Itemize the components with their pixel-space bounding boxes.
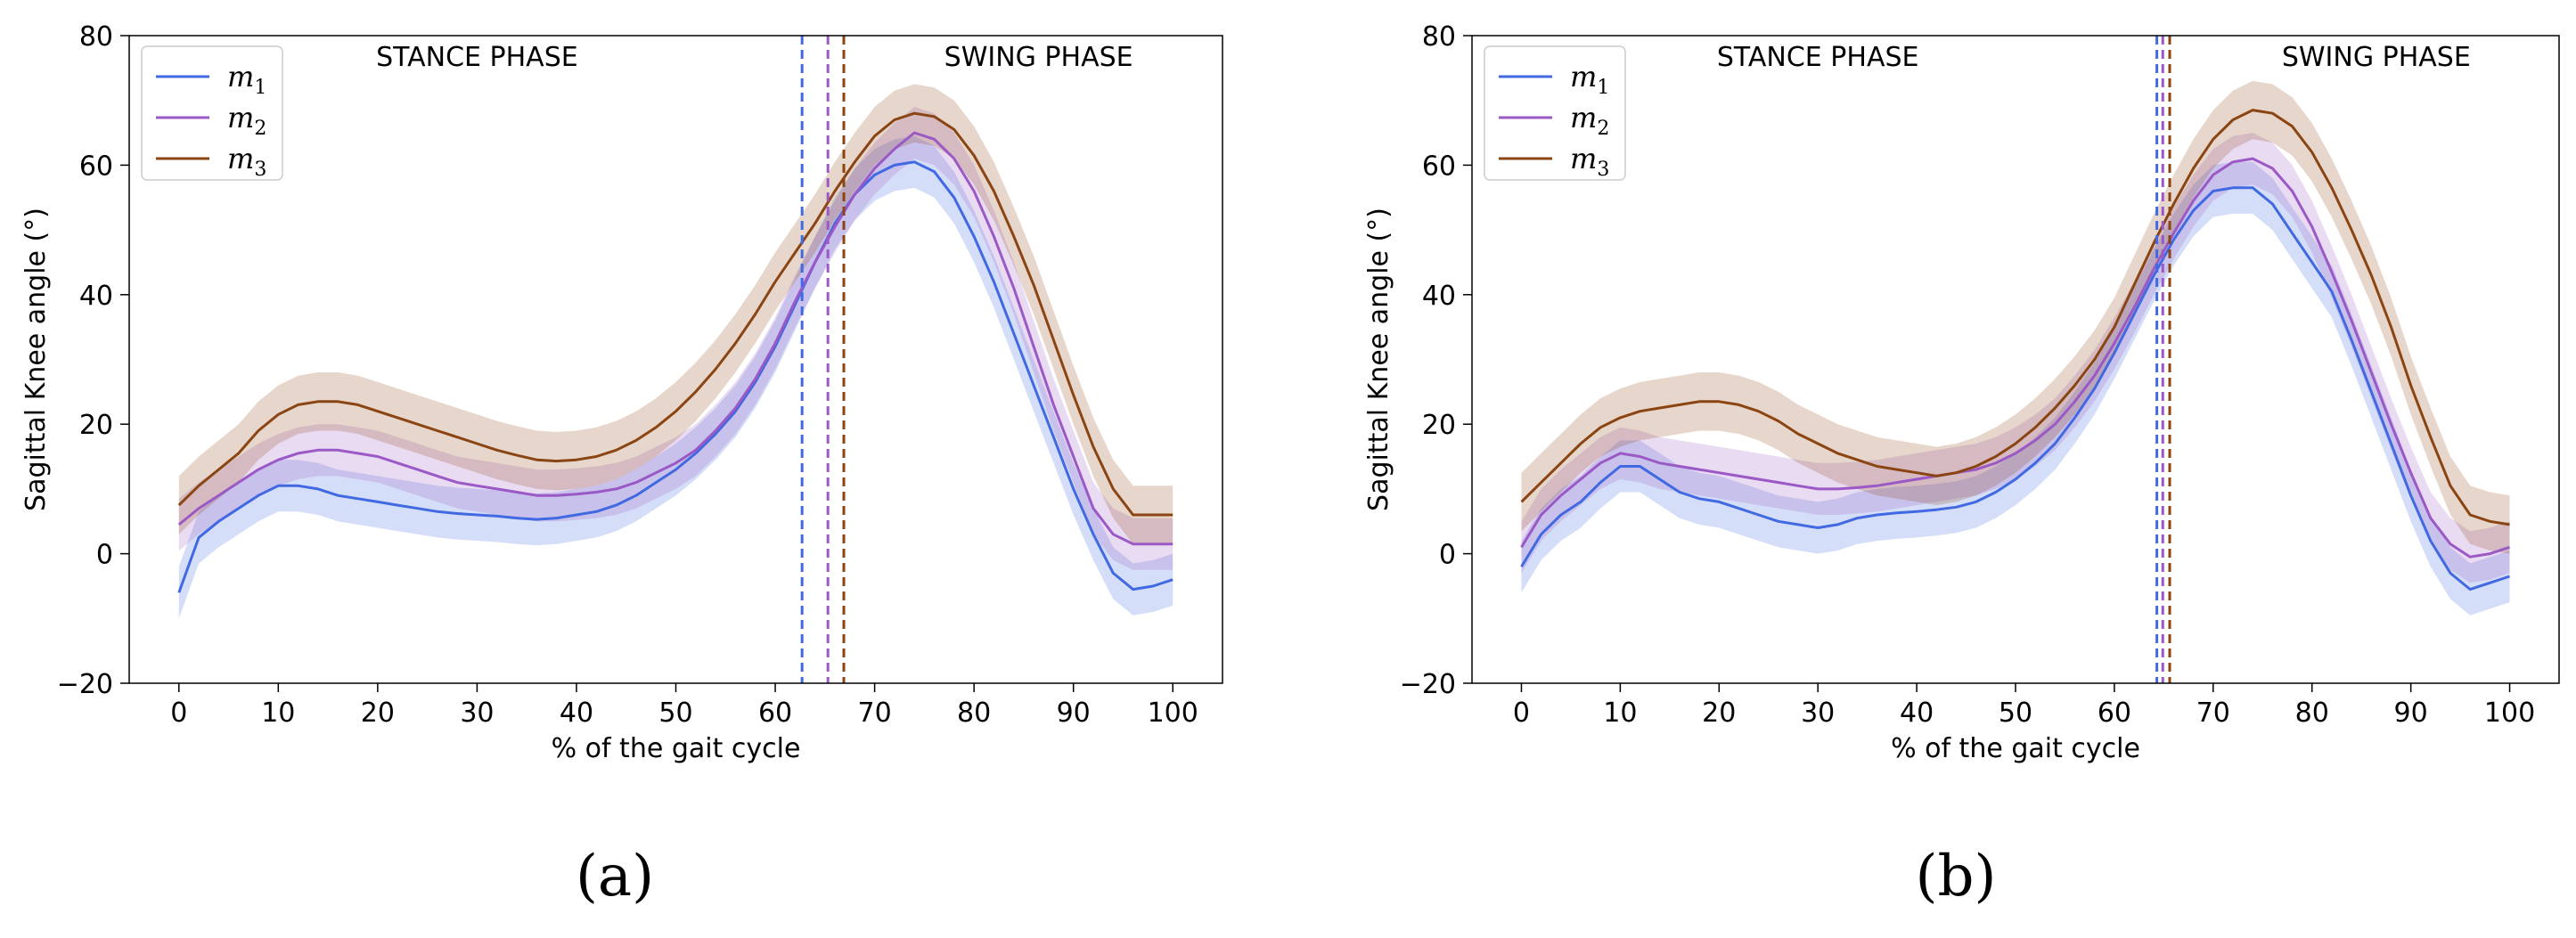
band-m3 [178, 84, 1174, 544]
legend-label-m3: m3 [1570, 142, 1609, 181]
band-m1 [178, 135, 1174, 619]
legend-name: m [1570, 142, 1597, 175]
legend-box [141, 45, 283, 181]
legend-subscript: 3 [254, 159, 266, 181]
plot-area [177, 36, 1174, 683]
x-tick-label: 100 [2484, 697, 2535, 729]
x-tick-label: 20 [1702, 697, 1736, 729]
y-tick-label: 60 [1422, 151, 1456, 182]
x-tick-label: 40 [560, 697, 593, 729]
x-tick-label: 0 [1513, 697, 1530, 729]
line-m1 [1520, 186, 2510, 591]
x-tick-label: 0 [170, 697, 187, 729]
line-m1 [177, 160, 1174, 593]
y-tick-label: 80 [79, 21, 113, 53]
x-axis-label: % of the gait cycle [1891, 733, 2140, 764]
legend-label-m1: m1 [1570, 60, 1609, 99]
x-tick-label: 10 [261, 697, 295, 729]
x-tick-label: 30 [460, 697, 494, 729]
stance-phase-label: STANCE PHASE [376, 42, 578, 73]
legend-name: m [1570, 101, 1597, 135]
x-tick-label: 20 [361, 697, 395, 729]
band-m3 [1521, 80, 2510, 554]
legend-label-m2: m2 [227, 101, 266, 140]
panel-label: (b) [1916, 844, 1997, 909]
y-tick-label: −20 [1400, 669, 1456, 700]
y-axis-label: Sagittal Knee angle (°) [1363, 208, 1394, 511]
x-tick-label: 80 [2295, 697, 2329, 729]
legend-name: m [227, 101, 254, 135]
y-tick-label: 80 [1422, 21, 1456, 53]
legend-name: m [227, 142, 254, 175]
y-axis-label: Sagittal Knee angle (°) [20, 208, 52, 511]
stance-phase-label: STANCE PHASE [1717, 42, 1919, 73]
x-tick-label: 60 [2098, 697, 2131, 729]
x-tick-label: 90 [2394, 697, 2428, 729]
legend-label-m2: m2 [1570, 101, 1609, 140]
legend-label-m3: m3 [227, 142, 266, 181]
line-m2 [1520, 157, 2510, 559]
legend-subscript: 3 [1597, 159, 1609, 181]
panel-a: 0 10 20 30 40 50 60 70 80 90 100 −20 0 20 40 60 80 % of t… [20, 21, 1223, 909]
y-tick-label: 0 [96, 540, 113, 571]
x-tick-label: 50 [658, 697, 692, 729]
y-tick-label: 20 [1422, 410, 1456, 441]
y-tick-label: 40 [1422, 281, 1456, 312]
line-m3 [177, 111, 1174, 517]
line-m3 [1520, 109, 2510, 526]
x-tick-label: 70 [2196, 697, 2230, 729]
legend-box [1484, 45, 1626, 181]
band-m1 [1521, 161, 2510, 616]
legend-name: m [1570, 60, 1597, 94]
x-tick-label: 100 [1148, 697, 1198, 729]
x-tick-label: 50 [1999, 697, 2032, 729]
y-tick-label: −20 [57, 669, 113, 700]
legend-subscript: 2 [254, 118, 266, 140]
panel-label: (a) [576, 844, 654, 909]
swing-phase-label: SWING PHASE [945, 42, 1133, 73]
x-tick-label: 70 [857, 697, 891, 729]
legend-name: m [227, 60, 254, 94]
line-m2 [177, 131, 1174, 546]
swing-phase-label: SWING PHASE [2282, 42, 2471, 73]
plot-area [1520, 36, 2510, 683]
band-m2 [178, 107, 1174, 570]
x-tick-label: 60 [758, 697, 792, 729]
x-tick-label: 40 [1900, 697, 1934, 729]
y-tick-label: 20 [79, 410, 113, 441]
x-tick-label: 90 [1057, 697, 1091, 729]
x-tick-label: 30 [1801, 697, 1835, 729]
legend-subscript: 1 [254, 77, 266, 99]
legend-subscript: 1 [1597, 77, 1609, 99]
legend-label-m1: m1 [227, 60, 266, 99]
x-axis-label: % of the gait cycle [552, 733, 801, 764]
x-tick-label: 80 [957, 697, 991, 729]
band-m2 [1521, 133, 2510, 583]
x-tick-label: 10 [1603, 697, 1637, 729]
y-tick-label: 60 [79, 151, 113, 182]
y-tick-label: 40 [79, 281, 113, 312]
panel-b: 0 10 20 30 40 50 60 70 80 90 100 −20 0 20 40 60 80 % of t… [1363, 21, 2560, 909]
y-tick-label: 0 [1439, 540, 1456, 571]
legend-subscript: 2 [1597, 118, 1609, 140]
